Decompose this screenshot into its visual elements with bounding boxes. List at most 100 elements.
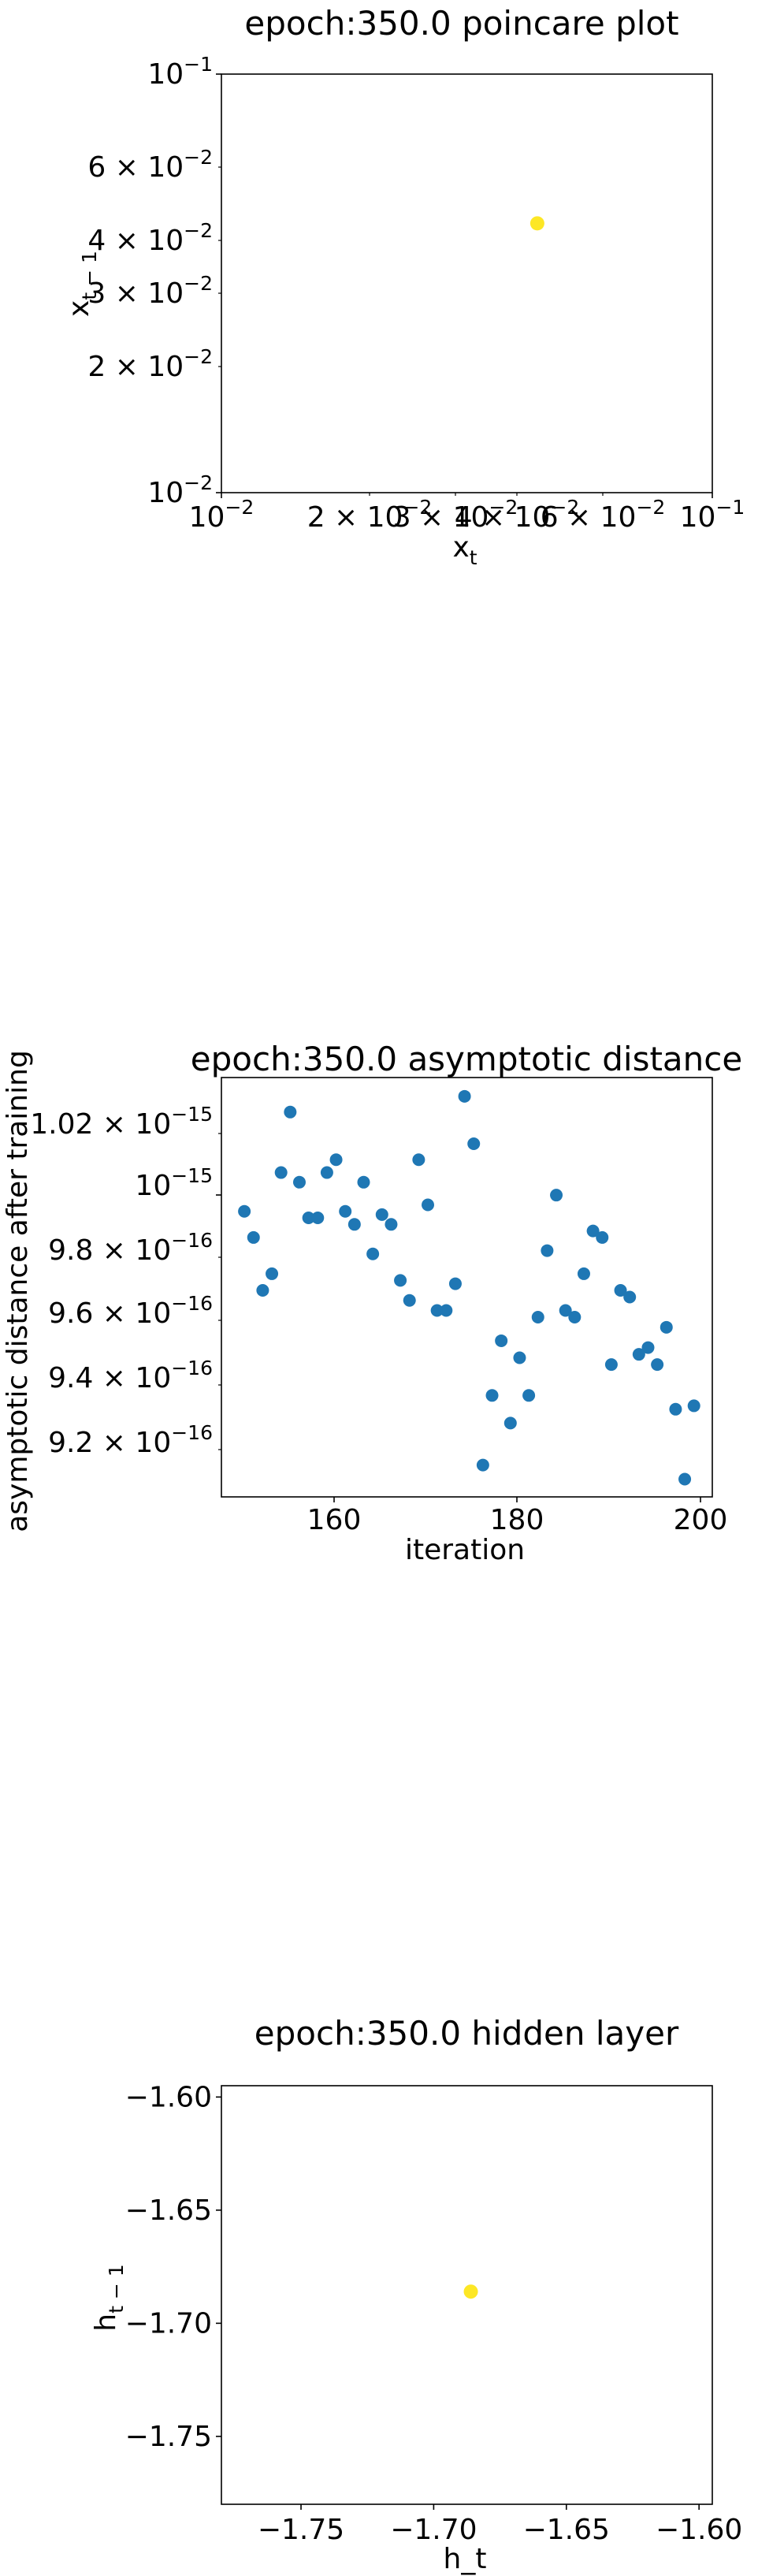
asymptotic-point-17 [394,1274,407,1287]
asymptotic-point-36 [568,1310,582,1323]
asymptotic-point-9 [320,1166,333,1179]
asymptotic-point-31 [522,1389,536,1402]
asymptotic-ylabel: asymptotic distance after training [2,1050,34,1532]
asymptotic-point-38 [586,1224,600,1238]
asymptotic-point-2 [256,1284,269,1297]
hidden-layer-plot-frame [221,2085,713,2505]
asymptotic-point-21 [430,1304,444,1317]
asymptotic-point-44 [641,1341,655,1354]
asymptotic-xtick-160: 160 [307,1504,362,1536]
poincare-ytick-3e-2: 3 × 10−2 [87,272,213,310]
asymptotic-point-10 [329,1153,343,1167]
poincare-xtick-2e-2: 2 × 10−2 [307,496,433,534]
asymptotic-point-27 [485,1389,499,1402]
hidden-layer-ytick-label-1: −1.65 [125,2194,212,2227]
asymptotic-point-32 [531,1310,544,1323]
asymptotic-point-13 [357,1175,370,1189]
poincare-ytick-4e-2: 4 × 10−2 [87,219,213,257]
hidden-layer-x-ticks: −1.75 −1.70 −1.65 −1.60 [258,2504,742,2546]
poincare-ytick-2e-2: 2 × 10−2 [87,345,213,383]
hidden-layer-chart: epoch:350.0 hidden layer −1.60 −1.65 −1.70… [90,2014,742,2575]
asymptotic-point-35 [559,1304,572,1317]
poincare-ytick-6e-2: 6 × 10−2 [87,146,213,184]
asymptotic-point-12 [347,1218,361,1231]
asymptotic-point-3 [266,1267,279,1280]
asymptotic-point-42 [623,1290,637,1304]
asymptotic-point-30 [513,1351,526,1364]
asymptotic-point-26 [476,1458,489,1472]
hidden-layer-xtick-label-2: −1.65 [523,2514,610,2546]
asymptotic-point-47 [669,1402,682,1416]
asymptotic-xlabel: iteration [405,1534,525,1566]
hidden-layer-y-ticks: −1.60 −1.65 −1.70 −1.75 [125,2081,221,2453]
asymptotic-xtick-180: 180 [490,1504,544,1536]
asymptotic-point-33 [541,1244,554,1257]
asymptotic-point-18 [403,1294,416,1307]
hidden-layer-ytick-label-3: −1.75 [125,2421,212,2453]
asymptotic-y-ticks: 1.02 × 10−15 10−15 9.8 × 10−16 9.6 × 10−… [30,1103,221,1459]
asymptotic-point-4 [274,1166,288,1179]
poincare-ytick-1e-1: 10−1 [147,53,213,91]
asymptotic-chart: epoch:350.0 asymptotic distance 1.02 × 1… [2,1040,742,1566]
hidden-layer-point-0 [463,2284,478,2299]
poincare-points [529,216,544,231]
asymptotic-point-28 [495,1334,508,1347]
poincare-x-ticks: 10−2 2 × 10−2 3 × 10−2 4 × 10−2 6 × 10−2… [189,493,745,534]
asymptotic-points [238,1089,700,1486]
asymptotic-point-20 [422,1198,435,1212]
asymptotic-point-29 [503,1416,517,1430]
hidden-layer-xtick-label-0: −1.75 [258,2514,344,2546]
asymptotic-ytick-1e-15: 10−15 [135,1164,213,1202]
hidden-layer-ytick-label-0: −1.60 [125,2081,212,2113]
poincare-title: epoch:350.0 poincare plot [244,4,678,43]
asymptotic-point-34 [550,1189,563,1202]
asymptotic-point-14 [366,1247,380,1260]
poincare-xlabel: xt [452,531,477,569]
poincare-plot-frame [221,73,713,493]
hidden-layer-ylabel: ht − 1 [90,2264,128,2331]
asymptotic-point-22 [440,1304,453,1317]
asymptotic-point-1 [247,1230,260,1244]
asymptotic-point-5 [284,1105,297,1119]
asymptotic-point-23 [448,1277,462,1290]
asymptotic-point-49 [687,1399,700,1413]
asymptotic-title: epoch:350.0 asymptotic distance [191,1040,742,1078]
asymptotic-ytick-9.2e-16: 9.2 × 10−16 [48,1421,213,1459]
asymptotic-point-8 [311,1212,325,1225]
poincare-xtick-1e-1: 10−1 [680,496,745,534]
hidden-layer-ytick-label-2: −1.70 [125,2307,212,2340]
poincare-point-0 [529,216,544,231]
asymptotic-x-ticks: 160 180 200 [307,1497,728,1536]
asymptotic-point-48 [678,1472,692,1486]
asymptotic-point-45 [651,1358,664,1372]
asymptotic-ytick-9.6e-16: 9.6 × 10−16 [48,1292,213,1330]
asymptotic-point-15 [375,1208,388,1221]
poincare-chart: epoch:350.0 poincare plot 10−1 6 × 10−2 … [63,4,745,569]
asymptotic-point-40 [604,1358,618,1372]
asymptotic-point-46 [660,1320,673,1334]
hidden-layer-title: epoch:350.0 hidden layer [255,2014,679,2053]
asymptotic-point-43 [632,1348,645,1361]
poincare-xtick-6e-2: 6 × 10−2 [541,496,666,534]
asymptotic-point-6 [292,1175,306,1189]
asymptotic-point-37 [577,1267,590,1280]
asymptotic-plot-frame [221,1077,713,1498]
asymptotic-point-39 [596,1230,609,1244]
asymptotic-point-16 [385,1218,398,1231]
hidden-layer-xlabel: h_t [444,2543,487,2575]
poincare-y-ticks: 10−1 6 × 10−2 4 × 10−2 3 × 10−2 2 × 10−2… [87,53,221,509]
poincare-ylabel: xt − 1 [63,251,101,317]
hidden-layer-xtick-label-3: −1.60 [656,2514,742,2546]
asymptotic-point-11 [339,1204,352,1218]
asymptotic-ytick-9.8e-16: 9.8 × 10−16 [48,1229,213,1267]
hidden-layer-points [463,2284,478,2299]
asymptotic-xtick-200: 200 [674,1504,728,1536]
poincare-xtick-1e-2: 10−2 [189,496,255,534]
hidden-layer-xtick-label-1: −1.70 [390,2514,477,2546]
asymptotic-point-24 [458,1089,471,1103]
asymptotic-point-7 [302,1212,315,1225]
asymptotic-point-19 [412,1153,425,1167]
asymptotic-point-25 [467,1137,481,1150]
asymptotic-point-0 [238,1204,251,1218]
